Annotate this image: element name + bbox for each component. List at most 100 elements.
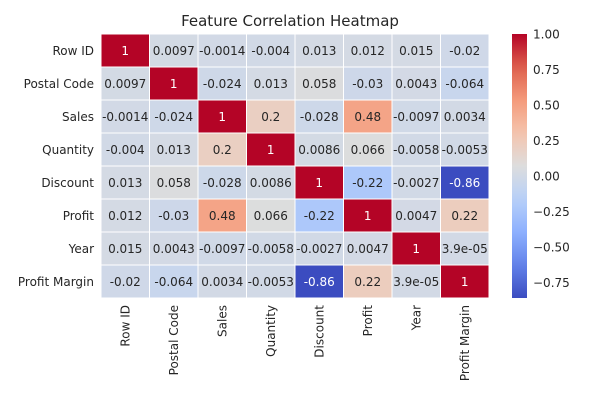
heatmap-cell [246,264,296,299]
colorbar: 1.00 0.75 0.50 0.25 0.00 −0.25 −0.50 −0.75 [512,28,570,298]
cell-value-label: 0.22 [451,209,478,223]
heatmap-cell [440,66,490,101]
heatmap-cell [197,99,247,134]
x-axis-tick-labels: Row ID Postal Code Sales Quantity Discount Pr… [118,305,472,381]
cell-value-label: 0.0043 [153,242,195,256]
y-tick-label: Row ID [52,44,94,58]
heatmap-cell [294,132,344,167]
cell-value-label: 0.012 [351,44,385,58]
cell-value-label: 0.0086 [298,143,340,157]
heatmap-cell [294,264,344,299]
cell-value-label: 0.013 [302,44,336,58]
cell-value-label: -0.0058 [393,143,439,157]
cell-value-label: 0.0086 [250,176,292,190]
cell-value-label: -0.0097 [393,110,439,124]
cell-value-label: 0.058 [302,77,336,91]
y-tick-label: Postal Code [24,77,94,91]
colorbar-tick-label: −0.75 [533,276,570,290]
cell-value-label: -0.0014 [102,110,148,124]
heatmap-cell [343,99,393,134]
x-tick-label: Discount [312,305,326,358]
cell-value-label: -0.0097 [199,242,245,256]
cell-value-label: -0.004 [251,44,290,58]
cell-value-label: 0.0097 [153,44,195,58]
cell-value-label: -0.0053 [248,275,294,289]
cell-value-label: 1 [170,77,178,91]
cell-value-label: 0.013 [108,176,142,190]
x-tick-label: Year [409,305,423,331]
cell-value-label: 0.22 [354,275,381,289]
cell-value-label: 0.0034 [444,110,486,124]
heatmap-cell [343,33,393,68]
cell-value-label: 1 [412,242,420,256]
cell-value-label: 1 [364,209,372,223]
heatmap-cell [149,198,199,233]
cell-value-label: 0.48 [209,209,236,223]
colorbar-tick-label: −0.50 [533,240,570,254]
heatmap-cell [440,99,490,134]
heatmap-cell [197,132,247,167]
cell-value-label: 1 [267,143,275,157]
cell-value-label: 0.066 [254,209,288,223]
y-tick-label: Discount [41,176,94,190]
heatmap-cell [391,99,441,134]
heatmap-cell [149,66,199,101]
cell-value-label: 0.015 [108,242,142,256]
cell-value-label: -0.22 [352,176,383,190]
y-tick-label: Profit Margin [18,275,94,289]
cell-value-label: 0.2 [213,143,232,157]
cell-value-label: 1 [461,275,469,289]
cell-value-label: 0.0097 [104,77,146,91]
colorbar-tick-label: 0.00 [533,169,560,183]
x-tick-label: Profit [361,305,375,337]
heatmap-cell [100,99,150,134]
y-tick-label: Year [68,242,94,256]
cell-value-label: -0.02 [110,275,141,289]
cell-value-label: -0.064 [154,275,193,289]
heatmap-cell [343,231,393,266]
cell-value-label: 0.015 [399,44,433,58]
cell-value-label: 1 [218,110,226,124]
cell-value-label: 0.48 [354,110,381,124]
cell-value-label: 0.013 [157,143,191,157]
cell-value-label: 0.0043 [395,77,437,91]
x-tick-label: Quantity [264,305,278,357]
chart-title: Feature Correlation Heatmap [181,12,399,30]
cell-value-label: -0.86 [304,275,335,289]
cell-value-label: -0.02 [449,44,480,58]
heatmap-cell [100,231,150,266]
y-tick-label: Quantity [42,143,94,157]
y-axis-tick-labels: Row ID Postal Code Sales Quantity Discount Pr… [18,44,94,289]
cell-value-label: 0.012 [108,209,142,223]
x-tick-label: Profit Margin [458,305,472,381]
cell-value-label: 1 [121,44,129,58]
heatmap-cell [197,264,247,299]
cell-value-label: -0.22 [304,209,335,223]
cell-value-label: -0.0058 [248,242,294,256]
heatmap-cell [100,264,150,299]
cell-value-label: 3.9e-05 [393,275,439,289]
cell-value-label: -0.064 [445,77,484,91]
cell-value-label: -0.0027 [296,242,342,256]
heatmap-cell [343,198,393,233]
cell-value-label: 0.058 [157,176,191,190]
cell-value-label: -0.03 [158,209,189,223]
heatmap-cell [440,33,490,68]
colorbar-tick-label: 0.25 [533,134,560,148]
heatmap-cell [294,99,344,134]
cell-value-label: 1 [315,176,323,190]
cell-value-label: 0.0034 [201,275,243,289]
heatmap-cell [440,264,490,299]
cell-value-label: 0.066 [351,143,385,157]
cell-value-label: 0.2 [261,110,280,124]
heatmap-cell [391,132,441,167]
cell-value-label: -0.0053 [442,143,488,157]
heatmap-cell [149,99,199,134]
heatmap-cell [343,66,393,101]
colorbar-tick-label: 1.00 [533,28,560,42]
heatmap-cells: 1 0.0097 -0.0014 -0.004 0.013 0.012 0.015 -0.02… [100,33,490,299]
heatmap-cell [246,99,296,134]
x-tick-label: Postal Code [167,305,181,375]
heatmap-cell [294,165,344,200]
